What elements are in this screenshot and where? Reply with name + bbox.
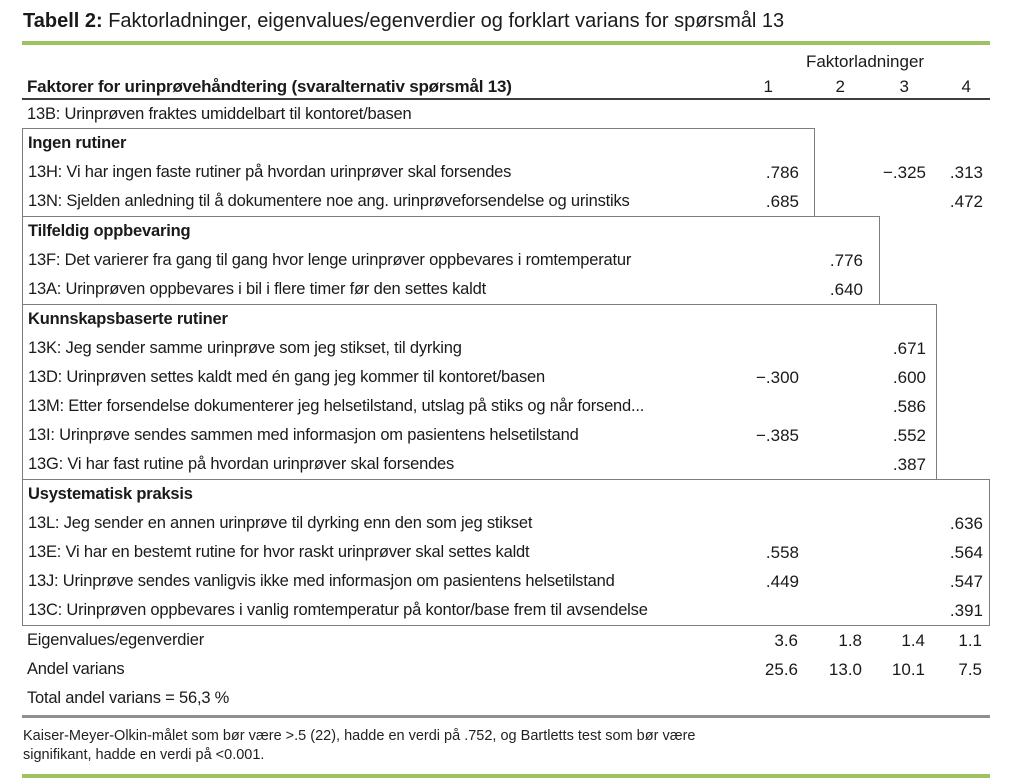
factor-2-value: .776 xyxy=(829,250,863,270)
row-label: 13E: Vi har en bestemt rutine for hvor r… xyxy=(28,543,530,561)
factor-3-value: .552 xyxy=(892,425,926,445)
factor-3-value: .671 xyxy=(892,338,926,358)
factor-3-value: .387 xyxy=(892,454,926,474)
label-column-header: Faktorer for urinprøvehåndtering (svaral… xyxy=(27,77,512,96)
factor-1-value: .449 xyxy=(765,571,799,591)
table-row: 13M: Etter forsendelse dokumenterer jeg … xyxy=(23,392,991,421)
row-label: 13D: Urinprøven settes kaldt med én gang… xyxy=(28,368,546,386)
row-label: 13F: Det varierer fra gang til gang hvor… xyxy=(28,251,632,269)
row-label: 13I: Urinprøve sendes sammen med informa… xyxy=(28,426,579,444)
table-row: Eigenvalues/egenverdier 3.6 1.8 1.4 1.1 xyxy=(22,626,990,655)
table-row: 13A: Urinprøven oppbevares i bil i flere… xyxy=(23,275,991,304)
footnote: Kaiser-Meyer-Olkin-målet som bør være >.… xyxy=(23,727,1024,765)
section-header-row: Usystematisk praksis xyxy=(23,480,991,509)
factor-section-box: Ingen rutiner 13H: Vi har ingen faste rut… xyxy=(22,128,983,217)
factor-1-value: 3.6 xyxy=(774,630,798,650)
section-title: Usystematisk praksis xyxy=(28,485,193,503)
factor-4-value: .564 xyxy=(949,542,983,562)
table-row: 13K: Jeg sender samme urinprøve som jeg … xyxy=(23,334,991,363)
table-row: 13I: Urinprøve sendes sammen med informa… xyxy=(23,421,991,450)
factor-2-value: .640 xyxy=(829,279,863,299)
row-label: 13L: Jeg sender en annen urinprøve til d… xyxy=(28,514,533,532)
row-label: 13N: Sjelden anledning til å dokumentere… xyxy=(28,192,630,210)
factor-section-box: Tilfeldig oppbevaring 13F: Det varierer f… xyxy=(22,216,880,305)
factor-3-value: .600 xyxy=(892,367,926,387)
factor-3-value: −.325 xyxy=(882,162,926,182)
section-header-row: Ingen rutiner xyxy=(23,129,991,158)
table-title-text: Faktorladninger, eigenvalues/egenverdier… xyxy=(102,10,785,32)
factor-4-value: .547 xyxy=(949,571,983,591)
row-label: 13G: Vi har fast rutine på hvordan urinp… xyxy=(28,455,455,473)
row-label: 13B: Urinprøven fraktes umiddelbart til … xyxy=(27,105,412,123)
accent-rule-top xyxy=(22,41,990,45)
factor-1-value: −.300 xyxy=(755,367,799,387)
table-row: Total andel varians = 56,3 % xyxy=(22,684,990,713)
row-label: 13J: Urinprøve sendes vanligvis ikke med… xyxy=(28,572,615,590)
factor-1-column-header: 1 xyxy=(763,77,773,96)
factor-3-column-header: 3 xyxy=(899,77,909,96)
factor-1-value: .558 xyxy=(765,542,799,562)
section-title: Tilfeldig oppbevaring xyxy=(28,222,191,240)
section-title: Ingen rutiner xyxy=(28,134,127,152)
factor-section-box: Usystematisk praksis 13L: Jeg sender en a… xyxy=(22,479,990,626)
row-label: Andel varians xyxy=(27,660,125,678)
row-label: 13K: Jeg sender samme urinprøve som jeg … xyxy=(28,339,462,357)
section-header-row: Tilfeldig oppbevaring xyxy=(23,217,991,246)
factor-4-value: 7.5 xyxy=(958,659,982,679)
row-label: Eigenvalues/egenverdier xyxy=(27,631,205,649)
row-label: 13H: Vi har ingen faste rutiner på hvord… xyxy=(28,163,512,181)
factor-4-value: 1.1 xyxy=(958,630,982,650)
table-row: 13L: Jeg sender en annen urinprøve til d… xyxy=(23,509,991,538)
factor-section-box: Kunnskapsbaserte rutiner 13K: Jeg sender … xyxy=(22,304,937,480)
table-row: 13D: Urinprøven settes kaldt med én gang… xyxy=(23,363,991,392)
factor-4-value: .472 xyxy=(949,191,983,211)
row-label: 13C: Urinprøven oppbevares i vanlig romt… xyxy=(28,601,648,619)
section-title: Kunnskapsbaserte rutiner xyxy=(28,310,228,328)
factor-1-value: .685 xyxy=(765,191,799,211)
table-row: 13C: Urinprøven oppbevares i vanlig romt… xyxy=(23,596,991,625)
footnote-line-2: signifikant, hadde en verdi på <0.001. xyxy=(23,747,265,763)
table-title: Tabell 2: Faktorladninger, eigenvalues/e… xyxy=(23,9,1024,34)
table-body: 13B: Urinprøven fraktes umiddelbart til … xyxy=(22,100,990,713)
factor-1-value: .786 xyxy=(765,162,799,182)
table-row: 13B: Urinprøven fraktes umiddelbart til … xyxy=(22,100,990,129)
table-row: 13G: Vi har fast rutine på hvordan urinp… xyxy=(23,450,991,479)
table-row: 13H: Vi har ingen faste rutiner på hvord… xyxy=(23,158,991,187)
table-row: 13F: Det varierer fra gang til gang hvor… xyxy=(23,246,991,275)
table-row: 13N: Sjelden anledning til å dokumentere… xyxy=(23,187,991,216)
factor-3-value: 10.1 xyxy=(891,659,925,679)
factor-4-column-header: 4 xyxy=(961,77,971,96)
table-row: Andel varians 25.6 13.0 10.1 7.5 xyxy=(22,655,990,684)
factor-4-value: .313 xyxy=(949,162,983,182)
factor-3-value: 1.4 xyxy=(901,630,925,650)
factor-2-value: 13.0 xyxy=(828,659,862,679)
footnote-line-1: Kaiser-Meyer-Olkin-målet som bør være >.… xyxy=(23,728,696,744)
factor-3-value: .586 xyxy=(892,396,926,416)
factor-1-value: 25.6 xyxy=(764,659,798,679)
factor-table: Faktorladninger Faktorer for urinprøvehå… xyxy=(22,45,990,713)
factor-2-column-header: 2 xyxy=(835,77,845,96)
factor-group-header: Faktorladninger xyxy=(805,52,925,72)
factor-4-value: .391 xyxy=(949,600,983,620)
section-header-row: Kunnskapsbaserte rutiner xyxy=(23,305,991,334)
row-label: Total andel varians = 56,3 % xyxy=(27,689,230,707)
footnote-divider-rule xyxy=(22,715,990,718)
table-row: 13E: Vi har en bestemt rutine for hvor r… xyxy=(23,538,991,567)
factor-1-value: −.385 xyxy=(755,425,799,445)
table-row: 13J: Urinprøve sendes vanligvis ikke med… xyxy=(23,567,991,596)
accent-rule-bottom xyxy=(22,774,990,778)
row-label: 13A: Urinprøven oppbevares i bil i flere… xyxy=(28,280,486,298)
factor-4-value: .636 xyxy=(949,513,983,533)
column-header-row: Faktorer for urinprøvehåndtering (svaral… xyxy=(22,72,990,100)
table-title-label: Tabell 2: xyxy=(23,10,103,32)
row-label: 13M: Etter forsendelse dokumenterer jeg … xyxy=(28,397,645,415)
factor-group-header-row: Faktorladninger xyxy=(22,45,990,72)
factor-2-value: 1.8 xyxy=(838,630,862,650)
